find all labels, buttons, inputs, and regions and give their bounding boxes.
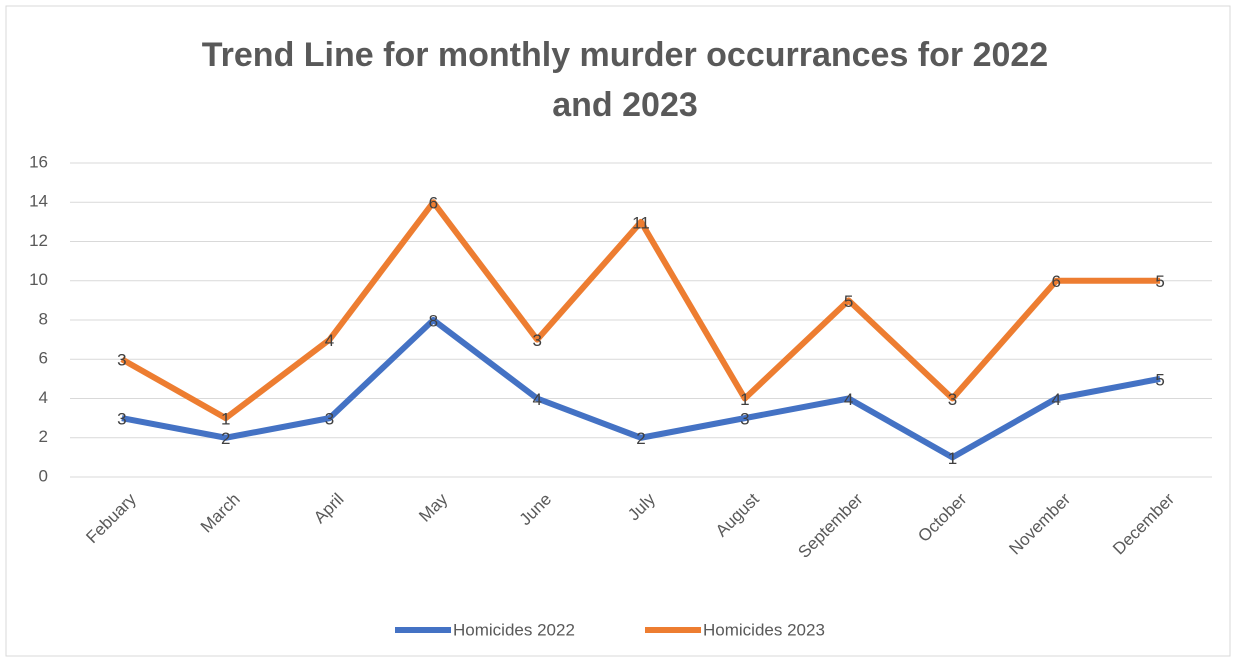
- data-label: 5: [844, 292, 853, 311]
- data-label: 1: [740, 390, 749, 409]
- title-line: Trend Line for monthly murder occurrance…: [202, 36, 1048, 74]
- data-label: 8: [429, 311, 438, 330]
- legend-label: Homicides 2022: [453, 620, 575, 639]
- y-tick-label: 2: [39, 427, 48, 446]
- y-tick-label: 10: [29, 270, 48, 289]
- data-label: 3: [117, 351, 126, 370]
- data-label: 3: [325, 410, 334, 429]
- data-label: 2: [636, 429, 645, 448]
- data-label: 2: [221, 429, 230, 448]
- data-label: 6: [1052, 272, 1061, 291]
- data-label: 4: [1052, 390, 1061, 409]
- chart-title: Trend Line for monthly murder occurrance…: [202, 36, 1048, 124]
- chart-border: [5, 5, 1231, 657]
- y-tick-label: 8: [39, 309, 48, 328]
- data-label: 4: [844, 390, 853, 409]
- data-label: 3: [740, 410, 749, 429]
- data-label: 6: [429, 194, 438, 213]
- y-tick-label: 16: [29, 152, 48, 171]
- legend-label: Homicides 2023: [703, 620, 825, 639]
- series-line: [120, 199, 1161, 422]
- data-label: 1: [948, 449, 957, 468]
- data-label: 3: [117, 410, 126, 429]
- data-label: 5: [1155, 272, 1164, 291]
- data-label: 4: [532, 390, 541, 409]
- y-tick-label: 6: [39, 349, 48, 368]
- y-tick-label: 12: [29, 231, 48, 250]
- data-label: 4: [325, 331, 334, 350]
- y-tick-label: 0: [39, 466, 48, 485]
- y-tick-label: 14: [29, 192, 48, 211]
- title-line: and 2023: [552, 86, 698, 124]
- data-label: 3: [948, 390, 957, 409]
- data-label: 3: [532, 331, 541, 350]
- data-label: 1: [221, 410, 230, 429]
- data-label: 11: [632, 213, 650, 232]
- data-label: 5: [1155, 370, 1164, 389]
- series-line: [121, 317, 1161, 461]
- y-tick-label: 4: [39, 388, 48, 407]
